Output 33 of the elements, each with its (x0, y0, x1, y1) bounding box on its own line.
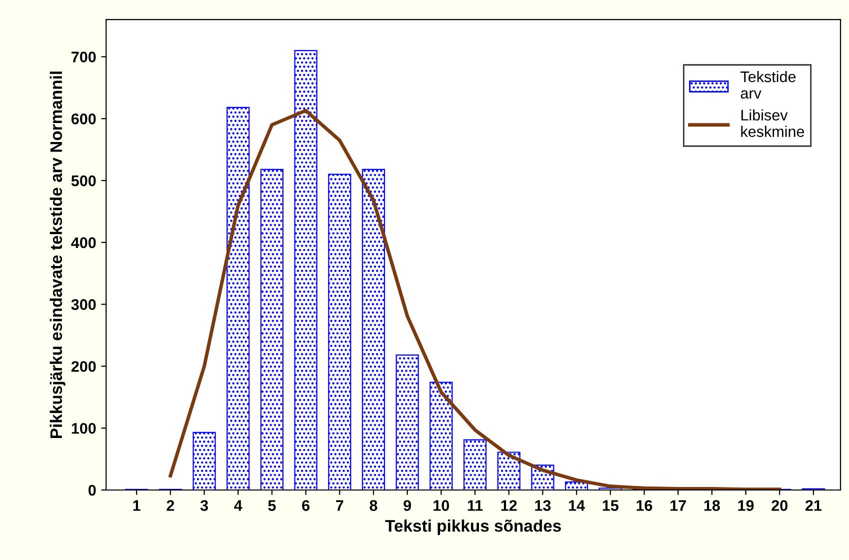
legend-label: Tekstide arv (740, 70, 796, 99)
x-tick-label: 16 (636, 500, 652, 511)
x-tick-label: 5 (268, 500, 276, 511)
x-tick-label: 11 (468, 500, 483, 511)
y-tick-label: 400 (71, 237, 96, 248)
y-tick-label: 700 (72, 52, 96, 62)
x-tick-label: 14 (569, 500, 585, 511)
y-tick-label: 0 (88, 484, 96, 496)
x-axis-title: Teksti pikkus sõnades (385, 520, 561, 536)
x-tick-label: 9 (404, 500, 412, 511)
x-tick-label: 21 (805, 500, 822, 511)
y-axis-title: Pikkusjärku esindavate tekstide arv Normannil (50, 72, 66, 438)
y-tick-label: 100 (72, 422, 96, 434)
y-tick-label: 200 (71, 361, 96, 372)
legend-label: Libisev keskmine (741, 109, 804, 137)
x-tick-label: 20 (772, 500, 788, 511)
x-tick-label: 13 (535, 500, 551, 511)
y-tick-label: 300 (71, 299, 96, 310)
x-tick-label: 8 (370, 500, 378, 511)
x-tick-label: 1 (133, 500, 140, 511)
x-tick-label: 4 (234, 500, 242, 511)
x-tick-label: 15 (602, 500, 618, 511)
x-tick-label: 17 (670, 500, 686, 511)
x-tick-label: 3 (200, 500, 208, 511)
x-tick-label: 6 (302, 500, 310, 511)
x-tick-label: 7 (336, 500, 344, 511)
x-tick-label: 2 (166, 500, 174, 511)
y-tick-label: 500 (71, 175, 96, 186)
x-tick-label: 12 (501, 500, 517, 511)
x-tick-label: 19 (738, 500, 754, 511)
x-tick-label: 18 (704, 500, 720, 511)
y-tick-label: 600 (71, 114, 96, 124)
x-tick-label: 10 (434, 500, 450, 511)
